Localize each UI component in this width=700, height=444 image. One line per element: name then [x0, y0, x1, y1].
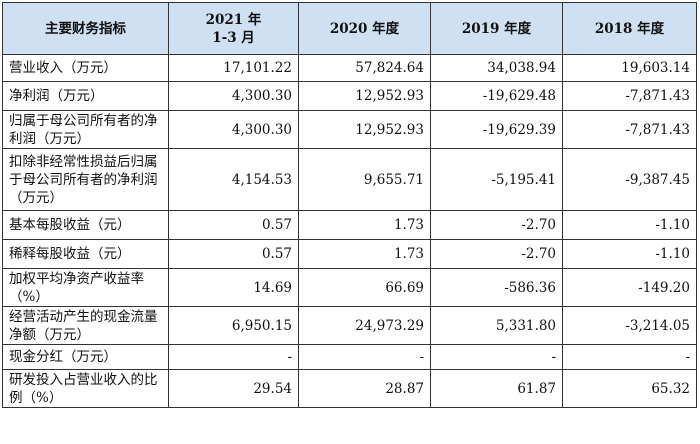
row-label: 加权平均净资产收益率（%）: [2, 268, 169, 307]
table-row: 稀释每股收益（元） 0.57 1.73 -2.70 -1.10: [2, 239, 697, 269]
table-row: 归属于母公司所有者的净利润（万元） 4,300.30 12,952.93 -19,62…: [2, 110, 697, 149]
row-value: 9,655.71: [298, 148, 431, 211]
table-row: 营业收入（万元） 17,101.22 57,824.64 34,038.94 19,60…: [2, 54, 697, 82]
row-label: 基本每股收益（元）: [2, 210, 169, 240]
row-value: 0.57: [168, 239, 299, 269]
row-value: -19,629.39: [430, 110, 563, 149]
row-value: 0.57: [168, 210, 299, 240]
row-value: -: [298, 344, 431, 370]
row-value: 34,038.94: [430, 54, 563, 82]
header-period-2019: 2019 年度: [430, 2, 563, 55]
row-label: 营业收入（万元）: [2, 54, 169, 82]
row-value: 65.32: [562, 369, 697, 408]
row-value: -: [168, 344, 299, 370]
row-value: -: [562, 344, 697, 370]
row-value: 17,101.22: [168, 54, 299, 82]
row-value: 4,300.30: [168, 81, 299, 111]
table-body: 营业收入（万元） 17,101.22 57,824.64 34,038.94 19,60…: [2, 54, 697, 408]
row-value: 5,331.80: [430, 306, 563, 345]
row-value: 29.54: [168, 369, 299, 408]
header-period-2021q1: 2021 年 1-3 月: [168, 2, 299, 55]
row-value: -149.20: [562, 268, 697, 307]
table-header: 主要财务指标 2021 年 1-3 月 2020 年度 2019 年度 2018…: [2, 2, 697, 55]
header-period-2020: 2020 年度: [298, 2, 431, 55]
row-value: 4,300.30: [168, 110, 299, 149]
row-value: -2.70: [430, 239, 563, 269]
row-label: 经营活动产生的现金流量净额（万元）: [2, 306, 169, 345]
row-value: 4,154.53: [168, 148, 299, 211]
row-value: -586.36: [430, 268, 563, 307]
row-value: 1.73: [298, 239, 431, 269]
row-value: 6,950.15: [168, 306, 299, 345]
table-row: 现金分红（万元） - - - -: [2, 344, 697, 370]
table-row: 加权平均净资产收益率（%） 14.69 66.69 -586.36 -149.20: [2, 268, 697, 307]
header-row: 主要财务指标 2021 年 1-3 月 2020 年度 2019 年度 2018…: [2, 2, 697, 55]
header-label-col: 主要财务指标: [2, 2, 169, 55]
row-value: -5,195.41: [430, 148, 563, 211]
row-value: 12,952.93: [298, 81, 431, 111]
row-value: 57,824.64: [298, 54, 431, 82]
row-value: 14.69: [168, 268, 299, 307]
row-label: 现金分红（万元）: [2, 344, 169, 370]
row-value: 61.87: [430, 369, 563, 408]
row-value: 12,952.93: [298, 110, 431, 149]
row-value: -7,871.43: [562, 110, 697, 149]
row-label: 扣除非经常性损益后归属于母公司所有者的净利润（万元）: [2, 148, 169, 211]
table-row: 基本每股收益（元） 0.57 1.73 -2.70 -1.10: [2, 210, 697, 240]
row-label: 归属于母公司所有者的净利润（万元）: [2, 110, 169, 149]
row-value: -1.10: [562, 239, 697, 269]
table-row: 经营活动产生的现金流量净额（万元） 6,950.15 24,973.29 5,331.…: [2, 306, 697, 345]
row-value: 24,973.29: [298, 306, 431, 345]
row-value: -2.70: [430, 210, 563, 240]
row-value: -3,214.05: [562, 306, 697, 345]
row-value: 66.69: [298, 268, 431, 307]
table-row: 净利润（万元） 4,300.30 12,952.93 -19,629.48 -7,871…: [2, 81, 697, 111]
row-value: -1.10: [562, 210, 697, 240]
row-value: 19,603.14: [562, 54, 697, 82]
row-value: 1.73: [298, 210, 431, 240]
row-label: 研发投入占营业收入的比例（%）: [2, 369, 169, 408]
row-value: -19,629.48: [430, 81, 563, 111]
row-label: 净利润（万元）: [2, 81, 169, 111]
row-value: -9,387.45: [562, 148, 697, 211]
row-value: 28.87: [298, 369, 431, 408]
financial-indicators-table: 主要财务指标 2021 年 1-3 月 2020 年度 2019 年度 2018…: [2, 2, 697, 408]
row-value: -: [430, 344, 563, 370]
table-row: 研发投入占营业收入的比例（%） 29.54 28.87 61.87 65.32: [2, 369, 697, 408]
header-period-line2: 1-3 月: [212, 29, 255, 46]
row-value: -7,871.43: [562, 81, 697, 111]
table-row: 扣除非经常性损益后归属于母公司所有者的净利润（万元） 4,154.53 9,655.…: [2, 148, 697, 211]
header-period-2018: 2018 年度: [562, 2, 697, 55]
row-label: 稀释每股收益（元）: [2, 239, 169, 269]
header-period-line1: 2021 年: [205, 11, 262, 28]
